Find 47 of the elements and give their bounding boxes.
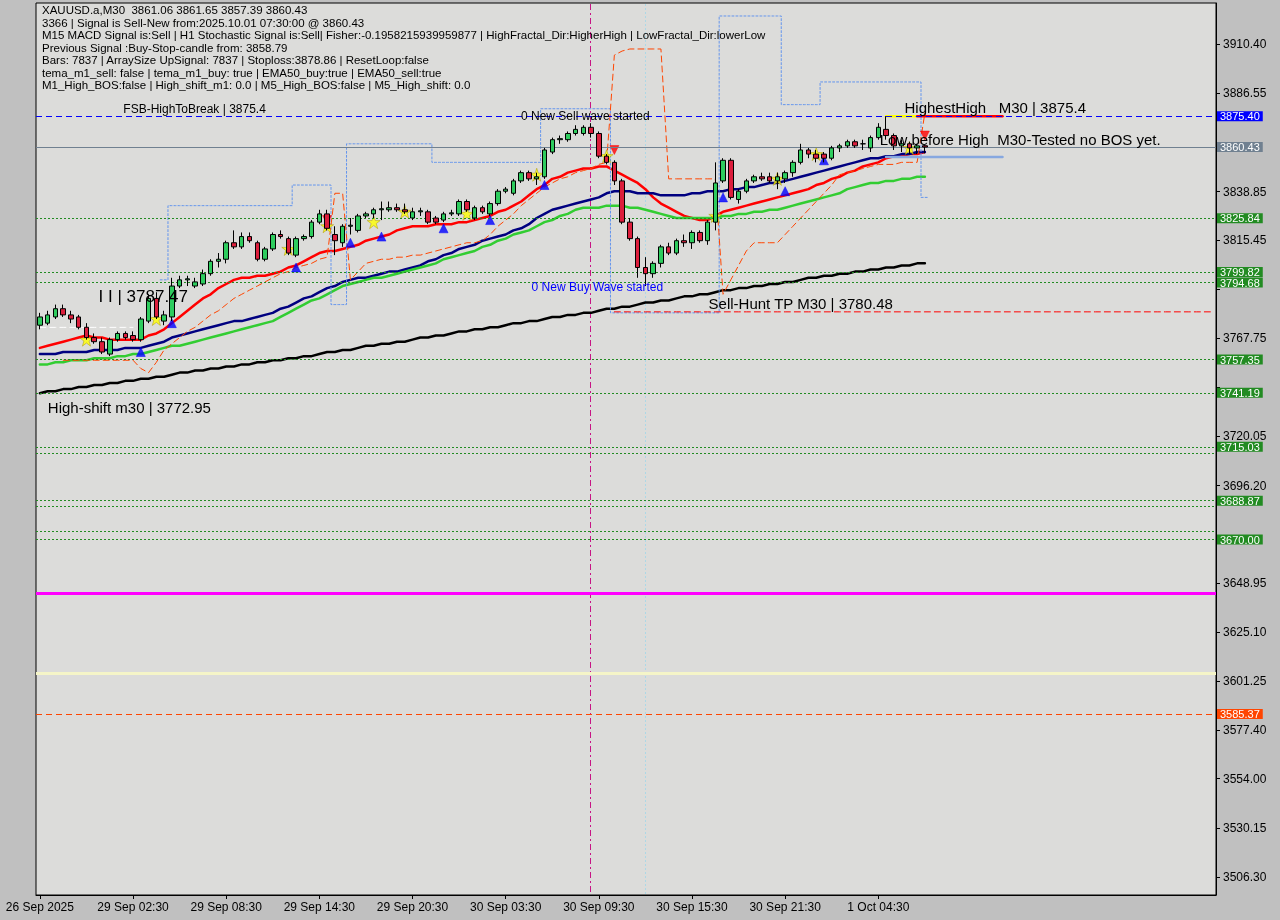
y-tick-label: 3506.30	[1223, 870, 1267, 885]
y-tick-label: 3577.40	[1223, 723, 1267, 738]
ref-line-label: 3875.40	[1220, 110, 1260, 123]
y-tick-label: 3530.15	[1223, 820, 1267, 835]
annotation: Sell-Hunt TP M30 | 3780.48	[708, 294, 893, 312]
ref-line-label: 3860.43	[1220, 141, 1260, 154]
ref-line-label: 3670.00	[1220, 533, 1260, 546]
x-tick-label: 30 Sep 21:30	[749, 900, 822, 914]
ref-line-label: 3585.37	[1220, 708, 1260, 721]
ref-line-label: 3741.19	[1220, 386, 1260, 399]
y-tick-label: 3767.75	[1223, 331, 1267, 346]
x-tick-label: 30 Sep 15:30	[656, 900, 729, 914]
x-tick-label: 26 Sep 2025	[5, 900, 75, 914]
x-tick-label: 1 Oct 04:30	[847, 900, 910, 914]
annotation: Previous Signal :Buy-Stop-candle from: 3858.79	[42, 41, 288, 54]
y-tick-label: 3886.55	[1223, 86, 1267, 101]
annotation: HighestHigh M30 | 3875.4	[904, 99, 1086, 117]
y-tick-label: 3815.45	[1223, 232, 1267, 247]
x-tick-label: 30 Sep 03:30	[469, 900, 542, 914]
annotation: 0 New Buy Wave started	[531, 279, 664, 294]
ref-line-label: 3794.68	[1220, 276, 1260, 289]
annotation: 0 New Sell wave started	[520, 109, 650, 124]
y-tick-label: 3648.95	[1223, 576, 1267, 590]
ref-line-label: 3757.35	[1220, 353, 1260, 366]
ref-line-label: 3825.84	[1220, 212, 1260, 225]
annotation: Bars: 7837 | ArraySize UpSignal: 7837 | Stoploss:3878.86 | ResetLoop:false	[42, 54, 429, 66]
ref-line-label: 3799.82	[1220, 265, 1260, 278]
annotation: M1_High_BOS:false | High_shift_m1: 0.0 | M5_High_BOS:false | M5_High_shift: 0.0	[42, 79, 471, 91]
y-tick-label: 3625.10	[1223, 625, 1267, 640]
y-tick-label: 3910.40	[1223, 37, 1267, 52]
x-tick-label: 29 Sep 08:30	[190, 900, 263, 914]
annotation: M15 MACD Signal is:Sell | H1 Stochastic Signal is:Sell| Fisher:-0.1958215939959877 | HighFractal_Dir:HigherHigh | LowFractal_Dir:lowerLow	[42, 29, 767, 41]
x-tick-label: 30 Sep 09:30	[563, 900, 635, 914]
y-tick-label: 3601.25	[1223, 674, 1267, 689]
annotation: FSB-HighToBreak | 3875.4	[123, 102, 267, 117]
y-tick-label: 3696.20	[1223, 478, 1267, 493]
x-tick-label: 29 Sep 20:30	[376, 900, 449, 914]
annotation: 3366 | Signal is Sell-New from:2025.10.01 07:30:00 @ 3860.43	[42, 16, 365, 29]
x-tick-label: 29 Sep 02:30	[97, 900, 170, 914]
chart-title: XAUUSD.a,M30 3861.06 3861.65 3857.39 3860.43	[42, 4, 308, 16]
ref-line-label: 3715.03	[1220, 440, 1260, 453]
x-tick-label: 29 Sep 14:30	[283, 900, 356, 914]
annotation: tema_m1_sell: false | tema_m1_buy: true | EMA50_buy:true | EMA50_sell:true	[42, 66, 442, 79]
y-tick-label: 3554.00	[1223, 771, 1267, 786]
ref-line-label: 3688.87	[1220, 494, 1260, 507]
y-tick-label: 3838.85	[1223, 184, 1267, 199]
annotation: High-shift m30 | 3772.95	[47, 399, 211, 417]
